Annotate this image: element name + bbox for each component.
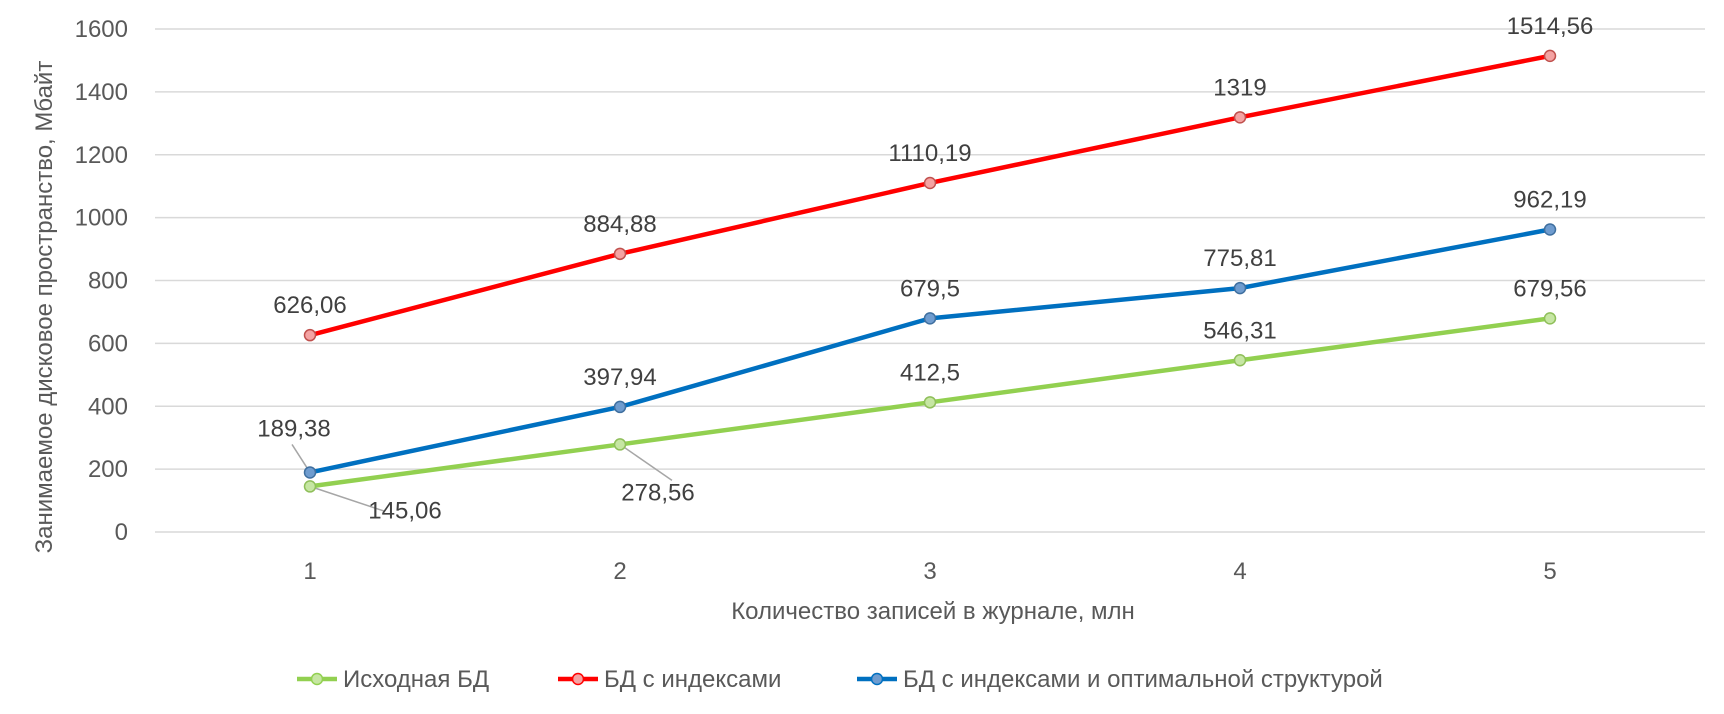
- data-label: 397,94: [583, 364, 656, 391]
- data-label: 1514,56: [1507, 13, 1594, 40]
- legend-label: БД с индексами и оптимальной структурой: [903, 666, 1383, 693]
- leader-line: [309, 485, 386, 513]
- data-label: 1110,19: [888, 140, 971, 167]
- data-point: [303, 466, 317, 479]
- y-tick-label: 400: [88, 393, 128, 420]
- x-tick-label: 3: [923, 558, 936, 585]
- legend-marker: [310, 672, 324, 686]
- series-line: [309, 227, 1551, 475]
- data-labels: 145,06 278,56 412,5 546,31 679,56 626,06 884,8…: [257, 13, 1593, 525]
- legend-marker: [571, 672, 585, 686]
- data-point: [1543, 223, 1557, 236]
- data-label: 884,88: [583, 211, 656, 238]
- y-tick-label: 1600: [75, 16, 128, 43]
- data-point: [1233, 281, 1247, 295]
- gridlines: [155, 28, 1705, 533]
- legend-label: Исходная БД: [343, 666, 489, 693]
- x-tick-label: 2: [613, 558, 626, 585]
- data-label: 189,38: [257, 415, 330, 442]
- data-point: [923, 312, 937, 325]
- y-axis-ticks: 0 200 400 600 800 1000 1200 1400 1600: [75, 16, 128, 546]
- legend-label: БД с индексами: [604, 666, 781, 693]
- x-tick-label: 4: [1233, 558, 1246, 585]
- data-point: [613, 438, 627, 451]
- data-point: [303, 480, 317, 493]
- data-label: 626,06: [273, 292, 346, 319]
- y-tick-label: 200: [88, 456, 128, 483]
- data-point: [1543, 49, 1557, 63]
- data-label: 412,5: [900, 359, 960, 386]
- data-label: 679,5: [900, 275, 960, 302]
- x-tick-label: 5: [1543, 558, 1556, 585]
- data-point: [1233, 111, 1247, 124]
- data-label: 962,19: [1513, 187, 1586, 214]
- y-tick-label: 1200: [75, 142, 128, 169]
- data-point: [303, 328, 317, 342]
- y-tick-label: 600: [88, 330, 128, 357]
- data-point: [923, 176, 937, 190]
- data-label: 546,31: [1203, 317, 1276, 344]
- y-tick-label: 1400: [75, 79, 128, 106]
- x-tick-label: 1: [303, 558, 316, 585]
- data-point: [923, 396, 937, 409]
- data-point: [613, 247, 627, 261]
- x-axis-title: Количество записей в журнале, млн: [731, 598, 1135, 625]
- data-label: 775,81: [1203, 245, 1276, 272]
- legend-marker: [870, 672, 884, 686]
- y-tick-label: 0: [115, 519, 128, 546]
- data-label: 278,56: [621, 479, 694, 506]
- data-label: 1319: [1213, 74, 1266, 101]
- data-point: [1543, 312, 1557, 325]
- y-axis-title: Занимаемое дисковое пространство, Мбайт: [31, 61, 58, 554]
- data-point: [613, 400, 627, 414]
- data-point: [1233, 354, 1247, 367]
- y-tick-label: 800: [88, 268, 128, 295]
- series-group: [303, 49, 1557, 493]
- x-axis-ticks: 1 2 3 4 5: [303, 558, 1556, 585]
- label-leader-lines: [291, 443, 673, 513]
- data-label: 145,06: [368, 497, 441, 524]
- data-label: 679,56: [1513, 275, 1586, 302]
- leader-line: [619, 443, 673, 482]
- legend: Исходная БД БД с индексами БД с индексами …: [297, 666, 1383, 693]
- y-tick-label: 1000: [75, 205, 128, 232]
